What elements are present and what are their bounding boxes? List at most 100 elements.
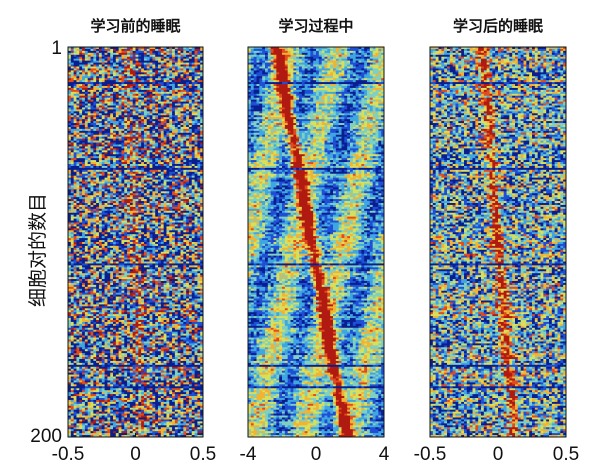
heatmap-cell [158, 54, 162, 58]
heatmap-cell [82, 101, 86, 104]
heatmap-cell [84, 50, 89, 54]
heatmap-cell [132, 62, 136, 65]
heatmap-cell [70, 105, 75, 108]
heatmap-cell [68, 97, 72, 101]
heatmap-cell [121, 78, 125, 81]
heatmap-cell [183, 103, 187, 106]
heatmap-cell [82, 111, 86, 114]
heatmap-cell [110, 95, 114, 99]
heatmap-cell [98, 93, 103, 97]
heatmap-cell [98, 74, 103, 77]
heatmap-cell [143, 86, 148, 89]
heatmap-cell [141, 78, 145, 81]
heatmap-cell [200, 91, 204, 95]
heatmap-cell [101, 89, 105, 93]
heatmap-cell [163, 62, 167, 65]
heatmap-cell [98, 111, 103, 114]
heatmap-cell [121, 103, 125, 106]
heatmap-cell [87, 47, 91, 50]
heatmap-cell [96, 76, 100, 79]
heatmap-cell [191, 86, 195, 89]
heatmap-cell [129, 48, 134, 52]
heatmap-cell [166, 54, 170, 58]
heatmap-cell [132, 84, 136, 87]
heatmap-cell [188, 76, 193, 79]
heatmap-cell [149, 89, 153, 93]
heatmap-cell [101, 60, 105, 63]
heatmap-cell [124, 48, 128, 52]
heatmap-cell [93, 70, 97, 73]
heatmap-cell [121, 91, 125, 95]
heatmap-cell [68, 80, 72, 83]
heatmap-cell [160, 60, 165, 63]
heatmap-cell [169, 74, 173, 77]
heatmap-cell [98, 60, 103, 63]
heatmap-cell [200, 54, 204, 58]
heatmap-cell [113, 64, 117, 67]
heatmap-cell [172, 64, 176, 67]
heatmap-cell [90, 99, 94, 102]
heatmap-cell [124, 103, 128, 106]
heatmap-cell [200, 109, 204, 112]
heatmap-cell [121, 87, 125, 91]
heatmap-cell [155, 70, 159, 73]
heatmap-cell [132, 109, 136, 112]
panel-title: 学习前的睡眠 [90, 17, 180, 35]
heatmap-cell [138, 87, 142, 91]
heatmap-cell [174, 97, 179, 101]
heatmap-cell [129, 60, 134, 63]
heatmap-cell [93, 76, 97, 79]
heatmap-cell [174, 70, 179, 73]
heatmap-cell [172, 60, 176, 63]
heatmap-cell [129, 74, 134, 77]
heatmap-cell [138, 68, 142, 71]
heatmap-cell [87, 68, 91, 71]
heatmap-cell [107, 91, 111, 95]
heatmap-cell [82, 54, 86, 58]
heatmap-cell [197, 72, 201, 75]
heatmap-cell [146, 97, 150, 101]
heatmap-cell [143, 66, 148, 69]
heatmap-cell [90, 111, 94, 114]
heatmap-cell [76, 105, 80, 108]
heatmap-cell [129, 62, 134, 65]
heatmap-cell [129, 84, 134, 87]
heatmap-cell [169, 93, 173, 97]
heatmap-cell [118, 72, 122, 75]
heatmap-cell [141, 48, 145, 52]
heatmap-cell [110, 78, 114, 81]
heatmap-cell [143, 74, 148, 77]
heatmap-cell [163, 91, 167, 95]
heatmap-cell [87, 99, 91, 102]
heatmap-cell [152, 84, 156, 87]
heatmap-cell [79, 82, 83, 85]
heatmap-cell [87, 70, 91, 73]
heatmap-cell [152, 76, 156, 79]
heatmap-cell [163, 105, 167, 108]
heatmap-cell [79, 87, 83, 91]
heatmap-cell [96, 105, 100, 108]
heatmap-cell [177, 70, 181, 73]
heatmap-cell [124, 66, 128, 69]
heatmap-cell [132, 105, 136, 108]
heatmap-cell [146, 52, 150, 56]
heatmap-cell [149, 80, 153, 83]
heatmap-cell [76, 58, 80, 62]
heatmap-cell [124, 68, 128, 71]
heatmap-cell [141, 105, 145, 108]
heatmap-cell [121, 86, 125, 89]
heatmap-cell [194, 60, 198, 63]
heatmap-cell [158, 82, 162, 85]
heatmap-cell [68, 87, 72, 91]
heatmap-cell [183, 76, 187, 79]
heatmap-cell [96, 78, 100, 81]
heatmap-cell [115, 48, 120, 52]
heatmap-cell [113, 82, 117, 85]
heatmap-cell [90, 66, 94, 69]
heatmap-cell [101, 95, 105, 99]
heatmap-cell [183, 86, 187, 89]
heatmap-cell [68, 107, 72, 110]
heatmap-cell [101, 84, 105, 87]
heatmap-cell [158, 105, 162, 108]
heatmap-cell [113, 84, 117, 87]
